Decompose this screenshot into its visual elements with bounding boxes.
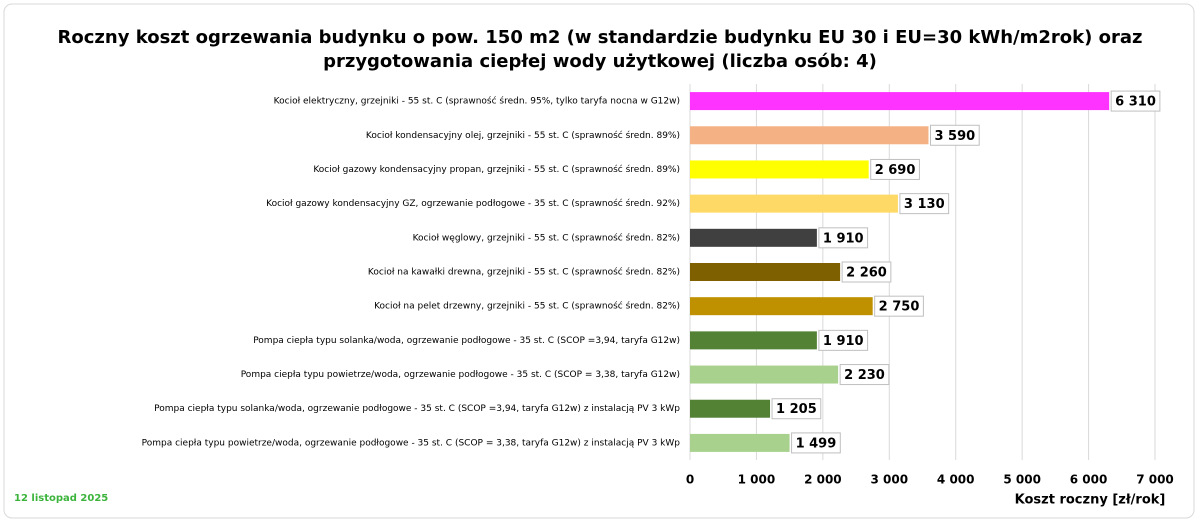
bar <box>690 297 873 316</box>
bar <box>690 92 1110 111</box>
x-tick-label: 0 <box>686 473 694 487</box>
value-label-box <box>791 432 841 454</box>
value-label-box <box>771 398 822 420</box>
x-tick-label: 2 000 <box>804 473 842 487</box>
x-tick-label: 7 000 <box>1136 473 1174 487</box>
value-label-box <box>899 193 950 215</box>
bar <box>690 331 817 350</box>
value-label: 1 205 <box>776 402 817 417</box>
y-tick-label: Pompa ciepła typu solanka/woda, ogrzewan… <box>154 404 680 414</box>
date-note: 12 listopad 2025 <box>14 493 108 504</box>
y-tick-label: Kocioł gazowy kondensacyjny GZ, ogrzewan… <box>266 198 680 209</box>
value-label: 3 590 <box>934 129 975 144</box>
y-tick-label: Kocioł na pelet drzewny, grzejniki - 55 … <box>374 301 680 312</box>
x-tick-label: 4 000 <box>937 473 975 487</box>
bar <box>690 399 771 418</box>
value-label-box <box>929 124 980 146</box>
value-label: 6 310 <box>1115 95 1156 110</box>
bar <box>690 126 929 145</box>
bar <box>690 433 790 452</box>
x-tick-label: 3 000 <box>870 473 908 487</box>
value-label-box <box>874 295 924 317</box>
y-tick-label: Pompa ciepła typu solanka/woda, ogrzewan… <box>253 336 680 346</box>
value-label: 1 910 <box>823 334 864 349</box>
value-label-box <box>818 227 869 249</box>
bar <box>690 194 898 213</box>
value-label-box <box>839 364 890 386</box>
value-label: 2 260 <box>846 266 887 281</box>
y-tick-label: Pompa ciepła typu powietrze/woda, ogrzew… <box>241 370 680 380</box>
x-tick-label: 6 000 <box>1070 473 1108 487</box>
x-tick-label: 1 000 <box>738 473 776 487</box>
y-tick-label: Kocioł elektryczny, grzejniki - 55 st. C… <box>274 96 680 107</box>
value-label: 2 750 <box>879 300 920 315</box>
y-tick-label: Pompa ciepła typu powietrze/woda, ogrzew… <box>142 438 681 448</box>
value-label-box <box>870 158 920 180</box>
chart-title: Roczny koszt ogrzewania budynku o pow. 1… <box>58 27 1143 48</box>
y-tick-label: Kocioł gazowy kondensacyjny propan, grze… <box>313 164 680 175</box>
bar <box>690 263 841 281</box>
bar <box>690 228 817 247</box>
bar <box>690 160 869 179</box>
value-label-box <box>818 329 869 351</box>
value-label: 1 910 <box>823 231 864 246</box>
value-label: 2 690 <box>875 163 916 178</box>
value-label-box <box>1110 90 1161 112</box>
x-axis-label: Koszt roczny [zł/rok] <box>1015 493 1166 508</box>
value-label: 2 230 <box>844 368 885 383</box>
value-label-box <box>841 261 892 283</box>
value-label: 3 130 <box>904 197 945 212</box>
value-label: 1 499 <box>796 436 837 451</box>
y-tick-label: Kocioł węglowy, grzejniki - 55 st. C (sp… <box>413 232 680 243</box>
chart-title: przygotowania ciepłej wody użytkowej (li… <box>323 51 877 72</box>
bar <box>690 365 839 384</box>
x-tick-label: 5 000 <box>1003 473 1041 487</box>
y-tick-label: Kocioł na kawałki drewna, grzejniki - 55… <box>368 267 680 278</box>
y-tick-label: Kocioł kondensacyjny olej, grzejniki - 5… <box>366 130 680 141</box>
